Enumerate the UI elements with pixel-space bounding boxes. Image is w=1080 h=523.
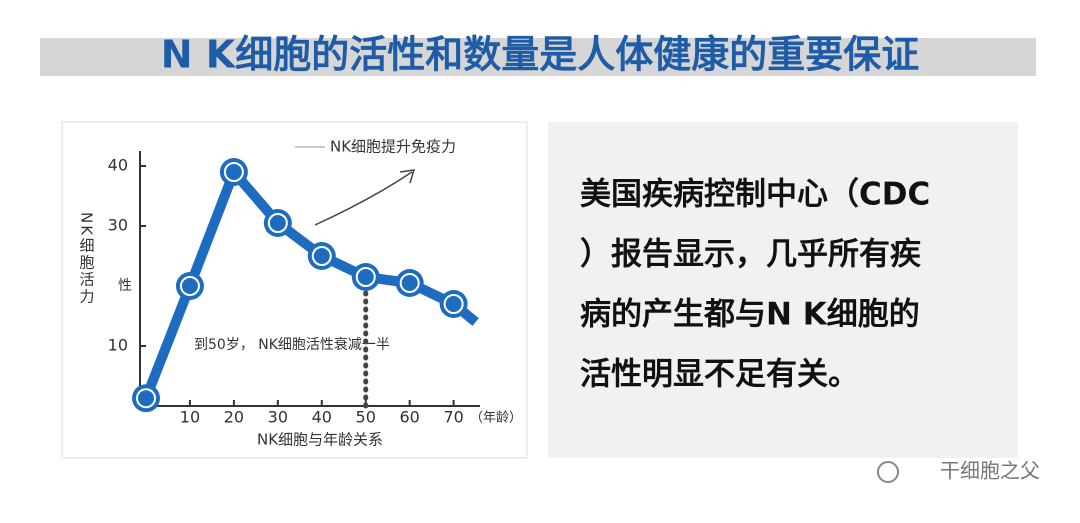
watermark: 干细胞之父: [940, 459, 1040, 483]
text-panel: [548, 122, 1018, 458]
x-tick-label: 30: [268, 408, 288, 427]
annotation: NK细胞提升免疫力: [330, 138, 456, 156]
x-tick-label: 60: [400, 408, 420, 427]
y-label: NK细胞活力: [78, 212, 96, 305]
y-tick-label: 30: [108, 216, 128, 235]
annotation-arrow: [314, 169, 416, 226]
point-ring: [179, 276, 200, 296]
y-tick-label: 40: [108, 156, 128, 175]
title: N K细胞的活性和数量是人体健康的重要保证: [161, 33, 919, 77]
point-ring: [443, 294, 464, 314]
panel-line: 美国疾病控制中心（CDC: [580, 177, 930, 213]
x-tick-label: 70: [443, 408, 463, 427]
y-tick-label: 10: [108, 336, 128, 355]
x-tick-label: 20: [224, 408, 244, 427]
panel-line: 病的产生都与N K细胞的: [580, 297, 920, 333]
point-ring: [355, 267, 376, 287]
point-ring: [311, 246, 332, 266]
x-tick-label: 40: [312, 408, 332, 427]
title-band: [40, 38, 1036, 76]
x-tick-label: 10: [180, 408, 200, 427]
x-unit: （年龄）: [470, 411, 522, 426]
point-ring: [267, 213, 288, 233]
panel-line: ）报告显示，几乎所有疾: [580, 237, 921, 273]
y-label-extra: 性: [118, 278, 132, 294]
point-ring: [399, 273, 420, 293]
point-ring: [136, 388, 156, 409]
point-ring: [223, 162, 244, 182]
x-tick-label: 50: [356, 408, 376, 427]
chart: 10 30 40 10 20 30 40 50 60 70 （年龄） NK细胞与年龄关系 NK细胞活力性…: [78, 138, 523, 449]
watermark-icon: [877, 461, 899, 483]
x-label: NK细胞与年龄关系: [257, 431, 383, 449]
panel-line: 活性明显不足有关。: [580, 357, 859, 393]
annotation: 到50岁， NK细胞活性衰减一半: [194, 336, 390, 353]
